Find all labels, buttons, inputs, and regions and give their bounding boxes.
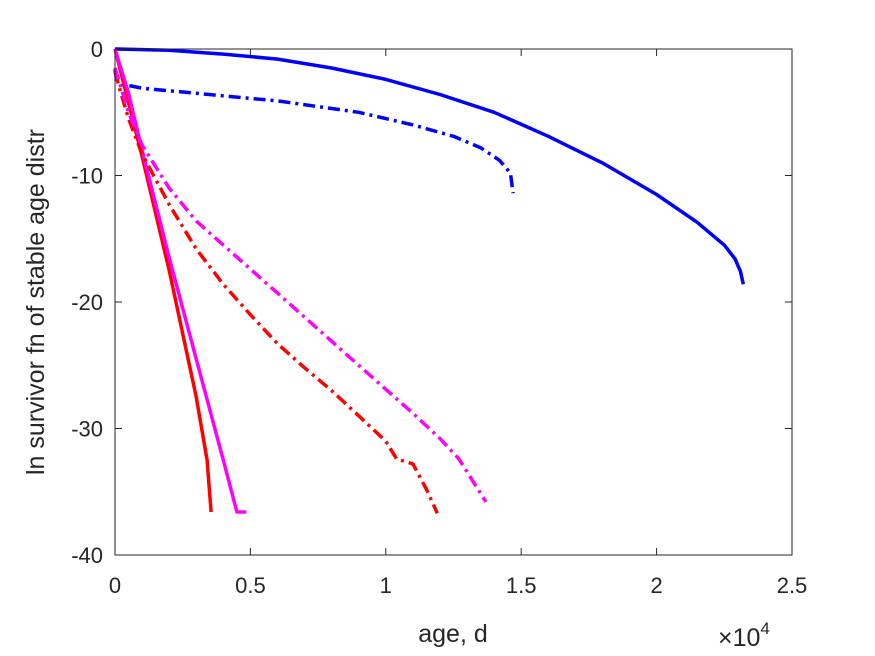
series-line-5 [113,71,439,515]
x-tick-label: 0 [109,573,121,598]
series-line-4 [113,48,247,514]
y-axis-label: ln survivor fn of stable age distr [22,129,50,475]
x-tick-label: 1 [380,573,392,598]
series-layer [113,47,746,515]
series-line-6 [113,67,488,503]
x-tick-label: 0.5 [235,573,266,598]
x-tick-label: 2 [650,573,662,598]
series-line-1 [114,47,746,285]
x-axis-exponent-power: 4 [760,619,769,638]
tick-layer: 0 0.5 1 1.5 2 2.5 0 -10 -20 -30 -40 [71,37,807,598]
x-tick-label: 2.5 [777,573,808,598]
x-axis-label: age, d [418,620,488,648]
x-axis-exponent-base: ×10 [718,624,760,652]
y-tick-label: 0 [91,37,103,62]
x-tick-label: 1.5 [506,573,537,598]
y-tick-label: -30 [71,417,103,442]
y-tick-label: -20 [71,290,103,315]
plot-area [115,49,792,555]
x-axis-exponent: ×104 [718,619,770,652]
y-tick-label: -40 [71,543,103,568]
y-tick-label: -10 [71,164,103,189]
